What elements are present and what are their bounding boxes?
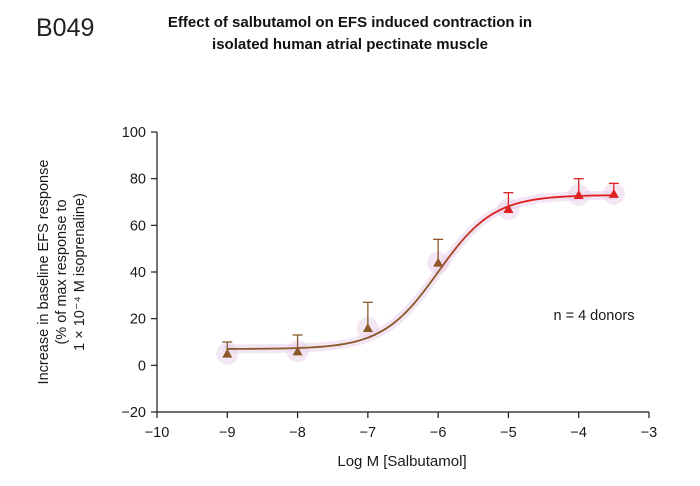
curve-glow xyxy=(222,190,619,354)
y-tick-label: −20 xyxy=(121,405,146,421)
data-point-marker xyxy=(222,348,233,358)
fit-curve-segment xyxy=(451,247,457,254)
fit-curve xyxy=(226,194,615,350)
y-tick-label: 20 xyxy=(130,312,146,328)
curve-highlight xyxy=(216,182,625,365)
y-tick-label: 100 xyxy=(122,125,146,141)
fit-curve-segment xyxy=(423,285,429,293)
fit-curve-segment xyxy=(458,239,464,245)
x-axis-label: Log M [Salbutamol] xyxy=(337,453,466,470)
y-tick-label: 40 xyxy=(130,265,146,281)
x-tick-label: −7 xyxy=(360,425,377,441)
x-tick-label: −8 xyxy=(289,425,306,441)
x-tick-label: −5 xyxy=(500,425,517,441)
data-point-marker xyxy=(503,204,514,213)
data-point-marker xyxy=(362,323,373,332)
y-tick-label: 80 xyxy=(130,172,146,188)
x-tick-label: −4 xyxy=(570,425,587,441)
panel-id: B049 xyxy=(36,14,95,42)
x-tick-label: −10 xyxy=(145,425,170,441)
data-point-marker xyxy=(608,188,619,198)
fit-curve-segment xyxy=(430,275,436,283)
y-axis-label-line-2: (% of max response to xyxy=(54,199,70,344)
fit-curve-segment xyxy=(412,299,418,305)
axes: −20 0 20 40 60 80 100 −10 −9 −8 −7 −6 −5 −4 −3 xyxy=(121,125,657,441)
fit-curve-segment xyxy=(433,271,440,278)
y-axis-label-line-1: Increase in baseline EFS response xyxy=(36,160,52,385)
donor-count-annotation: n = 4 donors xyxy=(553,308,634,324)
y-tick-label: 60 xyxy=(130,218,146,234)
x-tick-label: −3 xyxy=(641,425,658,441)
fit-curve-segment xyxy=(454,243,461,250)
fit-curve-segment xyxy=(444,256,450,264)
data-points xyxy=(222,178,619,358)
data-point-marker xyxy=(292,346,303,356)
x-tick-label: −9 xyxy=(219,425,236,441)
chart-title-line-2: isolated human atrial pectinate muscle xyxy=(212,36,488,53)
x-tick-label: −6 xyxy=(430,425,447,441)
fit-curve-segment xyxy=(447,251,454,259)
data-point-marker xyxy=(433,257,444,267)
y-axis-label-line-3: 1 × 10⁻⁴ M isoprenaline) xyxy=(72,193,88,351)
y-tick-label: 0 xyxy=(138,358,146,374)
chart-title-line-1: Effect of salbutamol on EFS induced cont… xyxy=(167,14,533,31)
fit-curve-segment xyxy=(416,294,422,301)
fit-curve-segment xyxy=(419,290,425,297)
y-axis-label: Increase in baseline EFS response (% of … xyxy=(36,160,88,385)
fit-curve-segment xyxy=(426,280,433,288)
data-point-marker xyxy=(573,190,584,199)
fit-curve-segment xyxy=(437,266,443,273)
